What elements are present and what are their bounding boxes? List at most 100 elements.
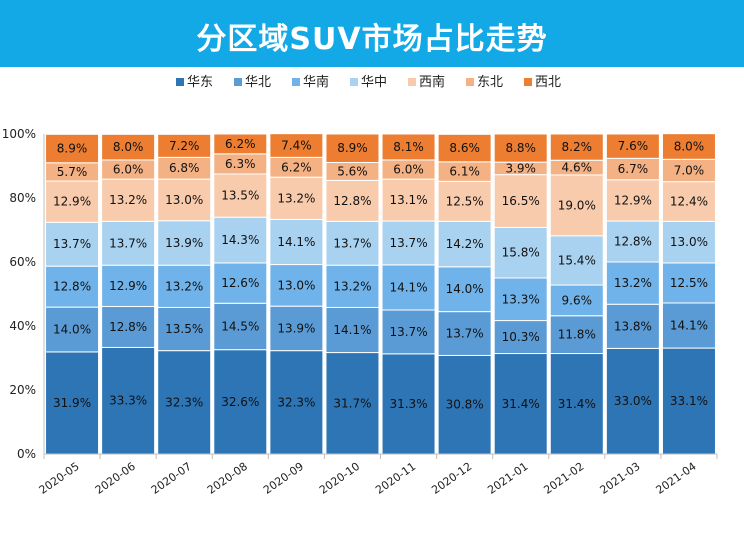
data-label: 13.7%: [389, 236, 427, 250]
bar-segment: [269, 218, 324, 266]
x-tick-label: 2020-12: [429, 460, 474, 497]
data-label: 33.0%: [614, 394, 652, 408]
data-label: 32.3%: [165, 395, 203, 409]
data-label: 13.2%: [277, 191, 315, 205]
data-label: 12.9%: [109, 279, 147, 293]
data-label: 15.4%: [558, 253, 596, 267]
bar-segment: [157, 220, 212, 266]
data-label: 8.6%: [449, 141, 480, 155]
bar-segment: [493, 277, 548, 322]
bar-segment: [661, 302, 716, 349]
bar-segment: [325, 264, 380, 308]
data-label: 6.2%: [281, 160, 312, 174]
bar-segment: [45, 306, 100, 353]
bar-segment: [605, 179, 660, 222]
data-label: 4.6%: [562, 161, 593, 175]
data-label: 12.5%: [670, 276, 708, 290]
legend-label: 西北: [535, 75, 561, 90]
legend: 华东 华北 华南 华中 西南 东北 西北: [176, 74, 561, 90]
data-label: 8.0%: [113, 140, 144, 154]
legend-swatch: [292, 78, 300, 86]
data-label: 13.7%: [53, 237, 91, 251]
data-label: 31.7%: [333, 396, 371, 410]
data-label: 12.9%: [614, 193, 652, 207]
bar-segment: [381, 353, 436, 455]
data-label: 14.5%: [221, 319, 259, 333]
bar-segment: [661, 133, 716, 160]
data-label: 14.2%: [446, 237, 484, 251]
bar-segment: [101, 305, 156, 348]
legend-swatch: [350, 78, 358, 86]
data-label: 3.9%: [505, 161, 536, 175]
bar-segment: [325, 220, 380, 266]
bar-segment: [549, 174, 604, 237]
bar-segment: [381, 309, 436, 355]
legend-swatch: [408, 78, 416, 86]
data-label: 7.6%: [618, 139, 649, 153]
chart-title: 分区域SUV市场占比走势: [196, 22, 548, 57]
data-label: 15.8%: [502, 246, 540, 260]
data-label: 6.0%: [113, 163, 144, 177]
data-label: 8.0%: [674, 139, 705, 153]
bar-segment: [269, 264, 324, 307]
bar-segment: [45, 221, 100, 267]
data-label: 14.1%: [389, 280, 427, 294]
bar-segment: [549, 353, 604, 455]
bar-segment: [157, 178, 212, 222]
x-tick-label: 2020-11: [373, 460, 418, 497]
data-label: 33.1%: [670, 394, 708, 408]
legend-swatch: [524, 78, 532, 86]
bar-segment: [549, 133, 604, 161]
bar-segment: [325, 133, 380, 163]
data-label: 13.8%: [614, 319, 652, 333]
data-label: 7.0%: [674, 163, 705, 177]
bar-segment: [605, 303, 660, 349]
x-tick-label: 2020-06: [93, 460, 138, 497]
legend-label: 华东: [187, 75, 213, 90]
bar-segment: [213, 302, 268, 351]
x-axis: 2020-05 2020-06 2020-07 2020-08 2020-09 2020-…: [37, 453, 718, 497]
data-label: 32.6%: [221, 395, 259, 409]
legend-label: 西南: [419, 74, 445, 90]
bar-segment: [381, 220, 436, 266]
bar-segment: [381, 264, 436, 311]
bar-segment: [101, 264, 156, 307]
data-label: 13.0%: [670, 235, 708, 249]
data-label: 5.7%: [57, 165, 88, 179]
data-label: 13.3%: [502, 292, 540, 306]
y-tick-label: 40%: [9, 319, 36, 333]
bar-segment: [45, 180, 100, 223]
bar-segment: [101, 346, 156, 455]
bars: [45, 133, 716, 455]
data-label: 6.7%: [618, 162, 649, 176]
bar-segment: [269, 350, 324, 455]
data-label: 13.1%: [389, 193, 427, 207]
y-axis: 0% 20% 40% 60% 80% 100%: [2, 127, 45, 461]
data-label: 13.2%: [333, 279, 371, 293]
data-label: 12.8%: [109, 320, 147, 334]
legend-swatch: [466, 78, 474, 86]
data-label: 7.2%: [169, 139, 200, 153]
data-label: 8.8%: [505, 141, 536, 155]
bar-segment: [549, 284, 604, 317]
data-label: 30.8%: [446, 398, 484, 412]
legend-label: 华中: [361, 75, 387, 90]
data-label: 8.1%: [393, 140, 424, 154]
x-tick-label: 2020-07: [149, 460, 194, 497]
y-tick-label: 20%: [9, 383, 36, 397]
bar-segment: [157, 133, 212, 158]
data-label: 8.9%: [57, 142, 88, 156]
bar-segment: [605, 133, 660, 159]
bar-segment: [213, 349, 268, 455]
data-label: 13.2%: [165, 279, 203, 293]
data-label: 12.8%: [614, 235, 652, 249]
data-label: 13.5%: [221, 189, 259, 203]
data-label: 13.7%: [389, 325, 427, 339]
x-tick-label: 2021-01: [485, 460, 530, 497]
bar-segment: [493, 226, 548, 279]
bar-segment: [381, 178, 436, 222]
data-label: 13.5%: [165, 322, 203, 336]
data-label: 12.8%: [53, 280, 91, 294]
title-banner: 分区域SUV市场占比走势: [0, 0, 744, 67]
